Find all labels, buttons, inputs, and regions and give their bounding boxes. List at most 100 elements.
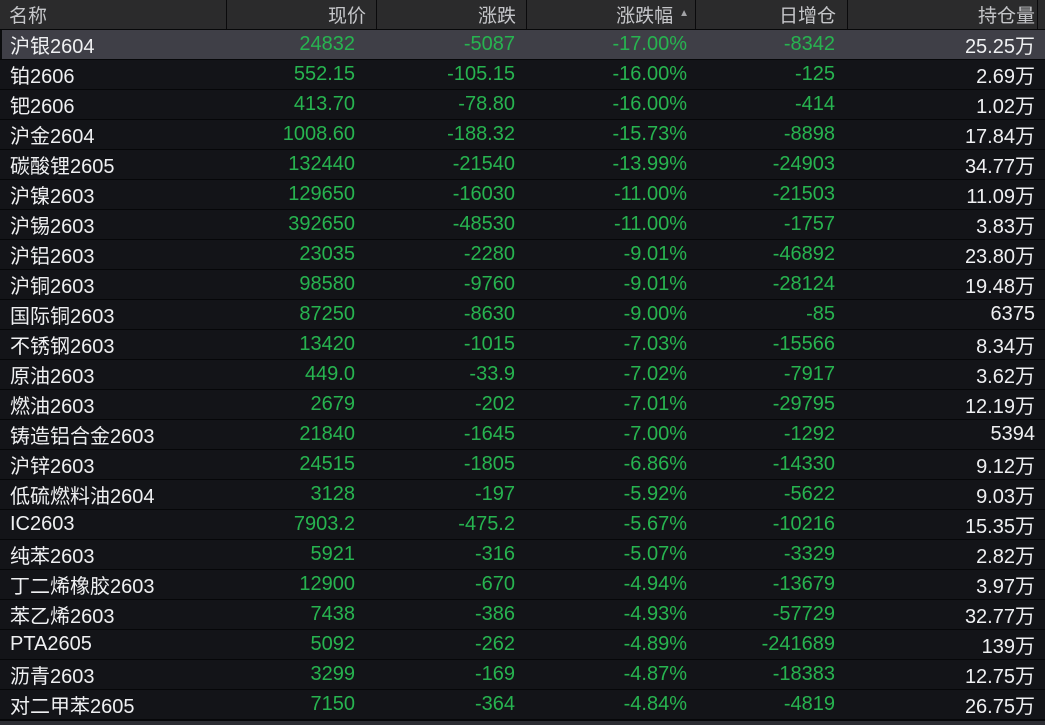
change-pct-cell: -7.03% — [623, 333, 687, 355]
column-header-change[interactable]: 涨跌 — [376, 0, 526, 29]
price-cell: 24832 — [299, 33, 355, 55]
change-cell: -33.9 — [469, 363, 515, 385]
name-cell: 沪镍2603 — [10, 186, 95, 208]
table-row[interactable]: 对二甲苯2605 7150 -364 -4.84% -4819 26.75万 — [0, 690, 1045, 720]
change-cell: -9760 — [463, 273, 515, 295]
table-row[interactable]: 沪银2604 24832 -5087 -17.00% -8342 25.25万 — [0, 30, 1045, 60]
change-cell: -48530 — [452, 213, 515, 235]
table-row[interactable]: 碳酸锂2605 132440 -21540 -13.99% -24903 34.77万 — [0, 150, 1045, 180]
name-cell: 纯苯2603 — [10, 546, 95, 568]
price-cell: 129650 — [288, 183, 355, 205]
open-interest-cell: 3.83万 — [976, 216, 1035, 238]
table-row[interactable]: 沪锡2603 392650 -48530 -11.00% -1757 3.83万 — [0, 210, 1045, 240]
oi-change-cell: -125 — [794, 63, 835, 85]
table-row[interactable]: 沪镍2603 129650 -16030 -11.00% -21503 11.09万 — [0, 180, 1045, 210]
open-interest-cell: 3.97万 — [976, 576, 1035, 598]
price-cell: 98580 — [299, 273, 355, 295]
open-interest-cell: 9.03万 — [976, 486, 1035, 508]
column-header-price[interactable]: 现价 — [226, 0, 376, 29]
table-row[interactable]: 钯2606 413.70 -78.80 -16.00% -414 1.02万 — [0, 90, 1045, 120]
table-row[interactable]: 苯乙烯2603 7438 -386 -4.93% -57729 32.77万 — [0, 600, 1045, 630]
price-cell: 23035 — [299, 243, 355, 265]
oi-change-cell: -5622 — [783, 483, 835, 505]
open-interest-cell: 25.25万 — [964, 36, 1035, 58]
change-cell: -105.15 — [447, 63, 515, 85]
table-header: 名称 现价 涨跌 涨跌幅 ▲ 日增仓 持仓量 — [0, 0, 1045, 30]
price-cell: 13420 — [299, 333, 355, 355]
change-cell: -2280 — [463, 243, 515, 265]
open-interest-cell: 8.34万 — [976, 336, 1035, 358]
change-pct-cell: -4.89% — [623, 633, 687, 655]
price-cell: 24515 — [299, 453, 355, 475]
oi-change-cell: -15566 — [772, 333, 835, 355]
name-cell: 国际铜2603 — [10, 306, 115, 328]
change-pct-cell: -15.73% — [612, 123, 688, 145]
open-interest-cell: 34.77万 — [964, 156, 1035, 178]
column-header-change-pct-label: 涨跌幅 — [616, 6, 674, 27]
open-interest-cell: 11.09万 — [966, 186, 1035, 208]
table-row[interactable]: 沪金2604 1008.60 -188.32 -15.73% -8898 17.84万 — [0, 120, 1045, 150]
table-row[interactable]: 原油2603 449.0 -33.9 -7.02% -7917 3.62万 — [0, 360, 1045, 390]
table-row[interactable]: 丁二烯橡胶2603 12900 -670 -4.94% -13679 3.97万 — [0, 570, 1045, 600]
horizontal-scrollbar[interactable] — [0, 720, 1045, 725]
price-cell: 5092 — [310, 633, 356, 655]
column-header-change-pct[interactable]: 涨跌幅 ▲ — [526, 0, 695, 29]
change-pct-cell: -7.01% — [623, 393, 687, 415]
change-pct-cell: -16.00% — [612, 93, 688, 115]
table-row[interactable]: 铸造铝合金2603 21840 -1645 -7.00% -1292 5394 — [0, 420, 1045, 450]
column-header-open-interest[interactable]: 持仓量 — [847, 0, 1045, 29]
table-row[interactable]: 沥青2603 3299 -169 -4.87% -18383 12.75万 — [0, 660, 1045, 690]
table-row[interactable]: 沪铝2603 23035 -2280 -9.01% -46892 23.80万 — [0, 240, 1045, 270]
change-cell: -1015 — [463, 333, 515, 355]
column-header-oi-change[interactable]: 日增仓 — [695, 0, 847, 29]
oi-change-cell: -85 — [806, 303, 835, 325]
price-cell: 2679 — [310, 393, 356, 415]
change-pct-cell: -6.86% — [623, 453, 687, 475]
oi-change-cell: -414 — [794, 93, 835, 115]
table-row[interactable]: 低硫燃料油2604 3128 -197 -5.92% -5622 9.03万 — [0, 480, 1045, 510]
change-pct-cell: -5.67% — [623, 513, 687, 535]
price-cell: 132440 — [288, 153, 355, 175]
table-body: 沪银2604 24832 -5087 -17.00% -8342 25.25万 铂2606 5… — [0, 30, 1045, 720]
change-cell: -386 — [474, 603, 515, 625]
open-interest-cell: 32.77万 — [964, 606, 1035, 628]
column-header-price-label: 现价 — [327, 6, 366, 27]
table-row[interactable]: 纯苯2603 5921 -316 -5.07% -3329 2.82万 — [0, 540, 1045, 570]
table-row[interactable]: 国际铜2603 87250 -8630 -9.00% -85 6375 — [0, 300, 1045, 330]
table-row[interactable]: IC2603 7903.2 -475.2 -5.67% -10216 15.35万 — [0, 510, 1045, 540]
table-row[interactable]: 不锈钢2603 13420 -1015 -7.03% -15566 8.34万 — [0, 330, 1045, 360]
sort-ascending-icon: ▲ — [679, 7, 689, 19]
price-cell: 12900 — [299, 573, 355, 595]
open-interest-cell: 6375 — [990, 303, 1036, 325]
open-interest-cell: 19.48万 — [964, 276, 1035, 298]
table-row[interactable]: 沪锌2603 24515 -1805 -6.86% -14330 9.12万 — [0, 450, 1045, 480]
table-row[interactable]: PTA2605 5092 -262 -4.89% -241689 139万 — [0, 630, 1045, 660]
column-header-name[interactable]: 名称 — [0, 0, 226, 29]
column-header-name-label: 名称 — [9, 6, 48, 27]
column-header-oi-change-label: 日增仓 — [778, 6, 836, 27]
open-interest-cell: 139万 — [981, 636, 1035, 658]
oi-change-cell: -24903 — [772, 153, 835, 175]
price-cell: 3128 — [310, 483, 356, 505]
table-row[interactable]: 燃油2603 2679 -202 -7.01% -29795 12.19万 — [0, 390, 1045, 420]
table-row[interactable]: 沪铜2603 98580 -9760 -9.01% -28124 19.48万 — [0, 270, 1045, 300]
open-interest-cell: 1.02万 — [976, 96, 1035, 118]
change-cell: -21540 — [452, 153, 515, 175]
name-cell: 原油2603 — [10, 366, 95, 388]
open-interest-cell: 3.62万 — [976, 366, 1035, 388]
change-pct-cell: -11.00% — [613, 183, 687, 205]
price-cell: 7438 — [310, 603, 356, 625]
name-cell: 沪金2604 — [10, 126, 95, 148]
price-cell: 413.70 — [293, 93, 355, 115]
price-cell: 392650 — [288, 213, 355, 235]
name-cell: 铂2606 — [10, 66, 75, 88]
table-row[interactable]: 铂2606 552.15 -105.15 -16.00% -125 2.69万 — [0, 60, 1045, 90]
open-interest-cell: 5394 — [990, 423, 1036, 445]
change-cell: -202 — [474, 393, 515, 415]
name-cell: 碳酸锂2605 — [10, 156, 115, 178]
oi-change-cell: -3329 — [783, 543, 835, 565]
change-cell: -1805 — [463, 453, 515, 475]
change-cell: -1645 — [463, 423, 515, 445]
change-cell: -197 — [474, 483, 515, 505]
